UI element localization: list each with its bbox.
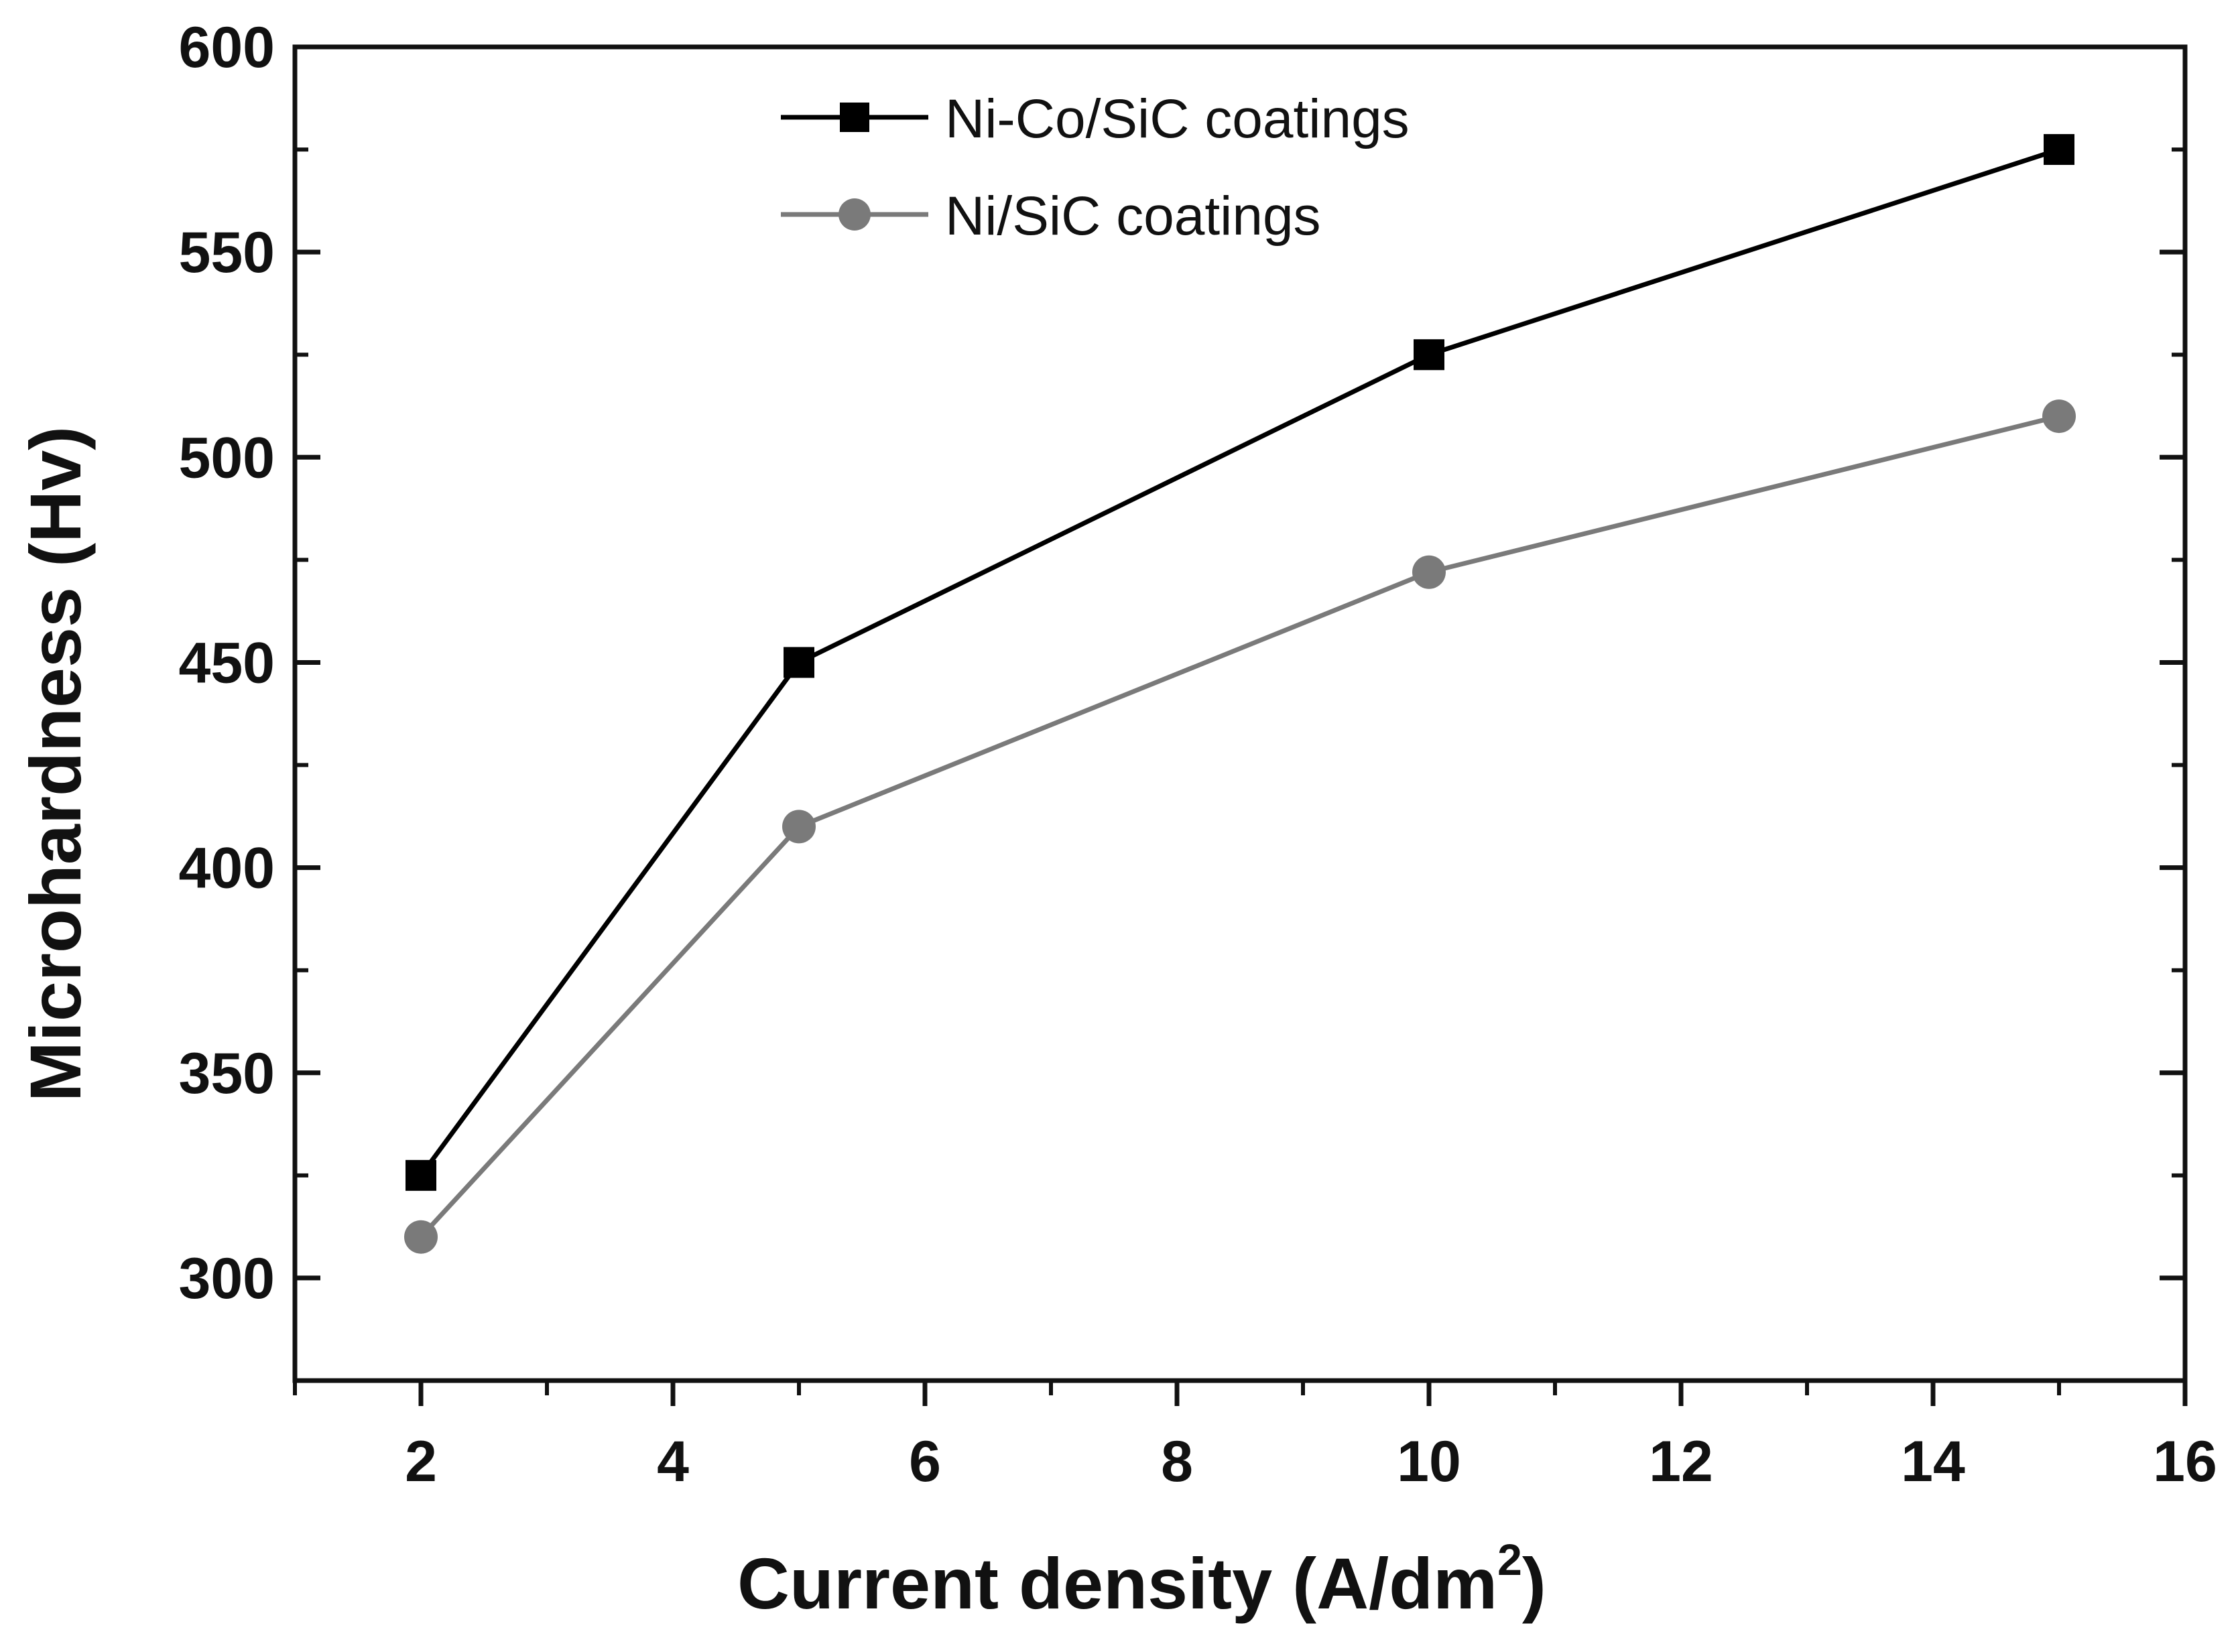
legend-label-ni: Ni/SiC coatings: [945, 186, 1321, 247]
y-tick-label: 450: [179, 631, 275, 695]
y-tick-label: 400: [179, 836, 275, 901]
x-tick-label: 4: [657, 1429, 689, 1494]
x-tick-label: 6: [909, 1429, 941, 1494]
x-tick-label: 8: [1161, 1429, 1193, 1494]
data-point-square: [784, 647, 814, 678]
series-line-0: [419, 147, 2060, 1177]
data-point-circle: [782, 810, 816, 844]
series-line-1: [419, 414, 2060, 1239]
data-point-square: [1414, 339, 1444, 371]
data-point-square: [2044, 134, 2074, 166]
data-point-circle: [2042, 399, 2076, 434]
x-axis-title-superscript: 2: [1497, 1535, 1522, 1584]
series-layer: [404, 134, 2076, 1254]
x-axis-ticks: 2 4 6 8 10 12 14 16: [293, 1381, 2217, 1494]
x-tick-label: 2: [405, 1429, 437, 1494]
y-tick-label: 350: [179, 1041, 275, 1106]
x-axis-title: Current density (A/dm2): [737, 1535, 1546, 1624]
x-axis-title-main: Current density (A/dm: [737, 1543, 1497, 1624]
data-point-circle: [404, 1220, 438, 1254]
data-point-circle: [1412, 555, 1446, 589]
plot-frame: [292, 44, 2188, 1383]
legend-marker-square: [840, 103, 869, 132]
x-tick-label: 12: [1649, 1429, 1713, 1494]
y-tick-label: 600: [179, 15, 275, 80]
y-tick-label: 300: [179, 1247, 275, 1311]
x-axis-title-close: ): [1522, 1543, 1546, 1624]
x-tick-label: 10: [1397, 1429, 1461, 1494]
y-axis-ticks: 300 350 400 450 500 550 600: [179, 15, 2185, 1383]
y-axis-title: Microhardness (Hv): [15, 426, 96, 1102]
data-point-square: [406, 1159, 436, 1191]
legend-marker-circle: [838, 198, 871, 231]
x-tick-label: 14: [1901, 1429, 1965, 1494]
legend-label-nico: Ni-Co/SiC coatings: [945, 88, 1410, 149]
legend: Ni-Co/SiC coatings Ni/SiC coatings: [781, 88, 1410, 247]
x-tick-label: 16: [2153, 1429, 2217, 1494]
y-tick-label: 550: [179, 220, 275, 285]
y-tick-label: 500: [179, 426, 275, 490]
